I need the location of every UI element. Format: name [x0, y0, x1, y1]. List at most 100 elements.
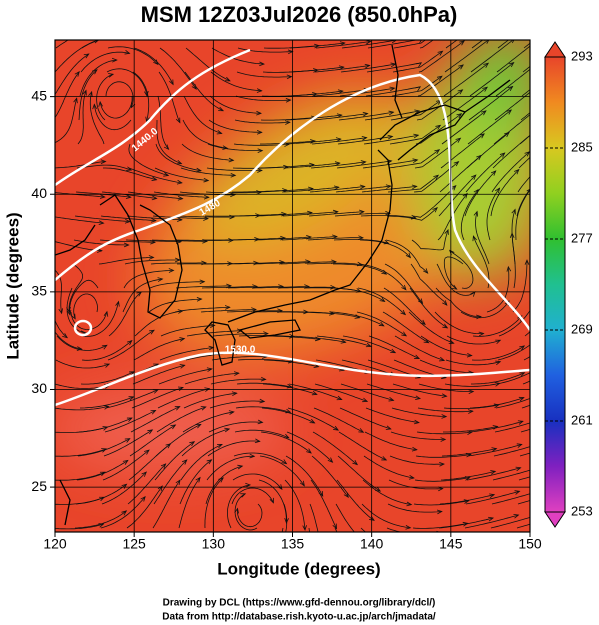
stream-arrow: [327, 457, 334, 463]
streamline: [133, 338, 185, 361]
stream-arrow: [482, 86, 488, 92]
stream-arrow: [415, 395, 422, 400]
stream-arrow: [439, 27, 444, 31]
stream-arrow: [405, 252, 412, 259]
stream-arrow: [343, 492, 349, 498]
stream-arrow: [181, 459, 188, 465]
streamline: [310, 479, 337, 529]
streamline: [68, 263, 83, 312]
stream-arrow: [174, 257, 181, 263]
stream-arrow: [111, 57, 118, 63]
y-tick-label: 45: [31, 87, 47, 103]
colorbar-top-triangle: [544, 41, 566, 58]
streamline: [287, 407, 339, 431]
streamline: [78, 69, 98, 121]
streamline: [125, 239, 181, 243]
streamline: [184, 71, 224, 112]
streamline: [518, 476, 530, 481]
streamline: [178, 477, 201, 529]
stream-arrow: [160, 463, 167, 469]
colorbar-bottom-triangle: [544, 511, 566, 528]
streamline: [183, 392, 237, 409]
stream-arrow: [124, 218, 131, 224]
streamline: [70, 311, 108, 331]
streamline: [160, 325, 215, 337]
streamline: [495, 398, 530, 409]
streamline: [262, 383, 317, 395]
streamline: [468, 420, 524, 433]
streamline: [390, 431, 446, 440]
streamline: [231, 213, 287, 217]
stream-arrow: [252, 284, 259, 289]
stream-arrow: [254, 438, 261, 444]
streamline: [444, 40, 489, 73]
streamline: [260, 431, 312, 454]
streamline: [460, 300, 510, 319]
streamline: [435, 287, 481, 317]
stream-arrow: [533, 86, 538, 90]
stream-arrow: [458, 64, 464, 70]
streamline: [181, 428, 230, 457]
streamline: [517, 176, 530, 193]
streamline: [127, 191, 183, 200]
streamline: [310, 161, 366, 169]
streamline: [201, 286, 258, 289]
stream-arrow: [257, 148, 264, 153]
streamline: [519, 452, 530, 457]
streamline: [467, 444, 522, 457]
stream-arrow: [516, 443, 523, 448]
streamline: [443, 404, 499, 409]
stream-arrow: [175, 117, 181, 124]
streamline: [517, 500, 530, 505]
streamline: [460, 189, 479, 241]
stream-arrow: [126, 339, 133, 346]
streamline: [131, 387, 184, 409]
stream-arrow: [115, 300, 120, 307]
streamline: [259, 455, 305, 487]
streamline: [413, 500, 469, 506]
streamline: [79, 59, 117, 97]
streamline: [330, 311, 384, 327]
stream-arrow: [256, 130, 263, 135]
stream-arrow: [519, 372, 526, 377]
stream-arrow: [281, 211, 287, 217]
streamline: [420, 335, 472, 356]
stream-arrow: [476, 314, 482, 320]
streamline: [185, 47, 231, 82]
streamline: [446, 335, 501, 345]
streamline: [208, 421, 263, 433]
stream-arrow: [495, 339, 502, 345]
stream-arrow: [387, 134, 394, 140]
stream-arrow: [231, 391, 238, 396]
stream-arrow: [442, 300, 448, 306]
stream-arrow: [150, 410, 157, 415]
streamline: [254, 261, 310, 265]
stream-arrow: [169, 79, 174, 86]
streamline: [468, 86, 513, 121]
streamline: [107, 329, 155, 361]
streamline: [392, 50, 443, 73]
streamline: [102, 449, 150, 481]
streamline: [74, 510, 127, 529]
stream-arrow: [218, 106, 225, 112]
stream-arrow: [256, 88, 263, 93]
streamline: [55, 53, 89, 96]
stream-arrow: [488, 516, 495, 522]
streamline: [152, 479, 181, 529]
streamline: [288, 383, 342, 400]
streamline: [205, 465, 243, 505]
stream-arrow: [534, 298, 538, 303]
streamline: [55, 269, 62, 314]
stream-arrow: [485, 15, 490, 19]
stream-arrow: [455, 137, 462, 143]
stream-arrow: [170, 424, 177, 430]
stream-arrow: [124, 438, 131, 443]
stream-arrow: [200, 406, 207, 411]
streamline: [361, 186, 417, 193]
stream-arrow: [369, 515, 375, 521]
streamline: [341, 40, 397, 49]
streamline: [209, 400, 265, 409]
stream-arrow: [100, 159, 107, 165]
streamline: [134, 310, 183, 337]
